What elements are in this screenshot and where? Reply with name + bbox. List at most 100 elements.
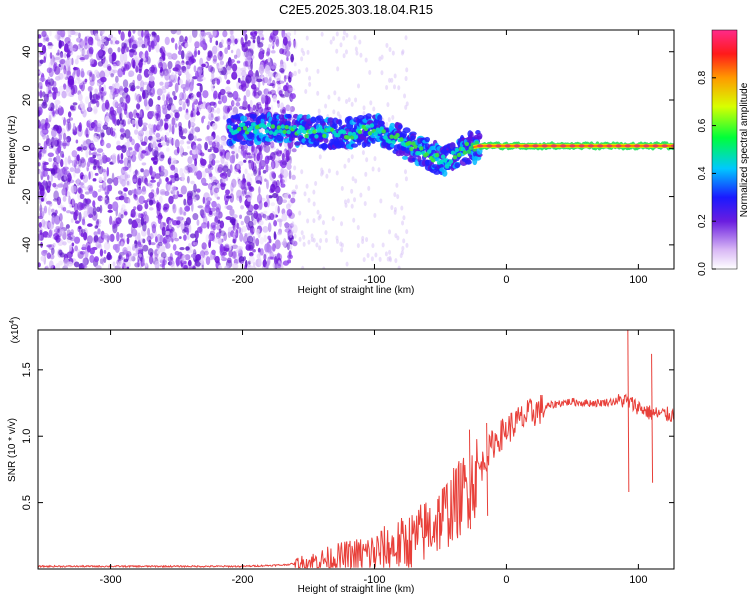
spectrogram-noise-blob (207, 148, 212, 153)
spectrogram-noise-blob (365, 157, 369, 163)
spectrogram-noise-blob (136, 180, 142, 190)
spectrogram-noise-blob (310, 233, 314, 239)
spectrogram-noise-blob (404, 104, 408, 110)
spectrogram-noise-blob (265, 194, 270, 200)
spectrogram-noise-blob (353, 197, 357, 203)
spectrogram-noise-blob (43, 205, 48, 214)
spectrogram-ridge-blob (371, 139, 376, 144)
spectrogram-noise-blob (277, 231, 282, 236)
spectrogram-noise-blob (172, 90, 176, 97)
spectrogram-noise-blob (224, 265, 230, 269)
spectrogram-noise-blob (143, 169, 150, 177)
spectrogram-noise-blob (362, 257, 366, 263)
spectrogram-noise-blob (289, 72, 294, 78)
spectrogram-noise-blob (361, 239, 365, 245)
spectrogram-noise-blob (169, 252, 173, 261)
spectrogram-noise-blob (47, 100, 52, 110)
spectrogram-noise-blob (104, 191, 109, 196)
spectrogram-noise-blob (201, 264, 205, 269)
spectrogram-noise-blob (99, 204, 103, 214)
spectrogram-noise-blob (262, 213, 267, 219)
spectrogram-noise-blob (168, 156, 172, 163)
spectrogram-noise-blob (147, 227, 151, 237)
spectrogram-noise-blob (144, 262, 148, 267)
spectrogram-noise-blob (222, 115, 226, 120)
spectrogram-noise-blob (118, 195, 125, 201)
spectrogram-noise-blob (201, 76, 206, 81)
spectrogram-noise-blob (78, 182, 85, 186)
spectrogram-noise-blob (266, 47, 271, 56)
spectrogram-ridge-core (347, 131, 353, 136)
spectrogram-ridge-core (250, 122, 256, 127)
spectrogram-noise-blob (140, 141, 147, 146)
spectrogram-noise-blob (63, 138, 68, 142)
spectrogram-noise-blob (283, 74, 287, 83)
spectrogram-noise-blob (47, 174, 50, 181)
spectrogram-ridge-core (292, 124, 297, 130)
spectrogram-noise-blob (167, 184, 174, 192)
spectrogram-noise-blob (276, 218, 283, 223)
x-tick-label: -300 (100, 574, 122, 586)
spectrogram-noise-blob (227, 105, 233, 111)
spectrogram-noise-blob (244, 60, 249, 67)
spectrogram-noise-blob (388, 77, 392, 83)
spectrogram-noise-blob (209, 146, 215, 150)
spectrogram-noise-blob (41, 149, 47, 154)
spectrogram-noise-blob (183, 198, 187, 206)
spectrogram-ridge-core (407, 140, 412, 146)
spectrogram-noise-blob (126, 266, 130, 269)
spectrogram-noise-blob (78, 32, 81, 39)
spectrogram-ridge-blob (366, 141, 371, 147)
spectrogram-noise-blob (179, 207, 183, 215)
spectrogram-noise-blob (65, 210, 72, 214)
spectrogram-noise-blob (186, 228, 190, 236)
spectrogram-noise-blob (168, 97, 173, 106)
spectrogram-noise-blob (50, 109, 56, 115)
spectrogram-ridge-core (464, 141, 470, 147)
spectrogram-noise-blob (320, 167, 324, 173)
spectrogram-noise-blob (66, 251, 73, 259)
spectrogram-noise-blob (105, 157, 111, 163)
spectrogram-noise-blob (126, 237, 130, 245)
spectrogram-noise-blob (179, 35, 184, 43)
spectrogram-noise-blob (154, 173, 161, 179)
spectrogram-noise-blob (168, 123, 172, 133)
spectrogram-noise-blob (43, 34, 49, 42)
spectrogram-noise-blob (88, 46, 94, 55)
colorbar-tick-label: 0.4 (697, 166, 708, 180)
spectrogram-noise-blob (78, 211, 82, 222)
spectrogram-noise-blob (239, 214, 243, 220)
spectrogram-noise-blob (190, 248, 197, 254)
spectrogram-noise-blob (138, 68, 142, 74)
spectrogram-noise-blob (110, 126, 114, 136)
spectrogram-noise-blob (136, 85, 140, 90)
spectrogram-noise-blob (116, 106, 123, 114)
spectrogram-noise-blob (55, 225, 61, 230)
spectrogram-noise-blob (160, 154, 165, 159)
spectrogram-ridge-core (264, 129, 270, 134)
spectrogram-noise-blob (275, 72, 281, 82)
spectrogram-noise-blob (231, 251, 238, 260)
spectrogram-noise-blob (39, 71, 43, 76)
spectrogram-noise-blob (317, 215, 321, 221)
spectrogram-noise-blob (259, 236, 265, 245)
spectrogram-noise-blob (76, 154, 80, 162)
spectrogram-noise-blob (123, 157, 129, 167)
spectrogram-noise-blob (188, 224, 192, 233)
spectrogram-noise-blob (42, 180, 47, 186)
spectrogram-noise-blob (215, 232, 221, 240)
spectrogram-ridge-blob (402, 127, 411, 134)
spectrogram-noise-blob (230, 188, 234, 195)
spectrogram-noise-blob (304, 89, 308, 95)
spectrogram-noise-blob (350, 188, 354, 194)
spectrogram-noise-blob (320, 31, 324, 37)
spectrogram-noise-blob (231, 100, 236, 107)
spectrogram-noise-blob (266, 106, 271, 110)
spectrogram-ridge-blob (454, 162, 461, 169)
spectrogram-noise-blob (255, 180, 262, 184)
spectrogram-noise-blob (121, 66, 125, 72)
spectrogram-noise-blob (281, 208, 286, 215)
spectrogram-noise-blob (46, 252, 51, 260)
spectrogram-ridge-core (357, 129, 363, 135)
spectrogram-noise-blob (199, 103, 206, 109)
